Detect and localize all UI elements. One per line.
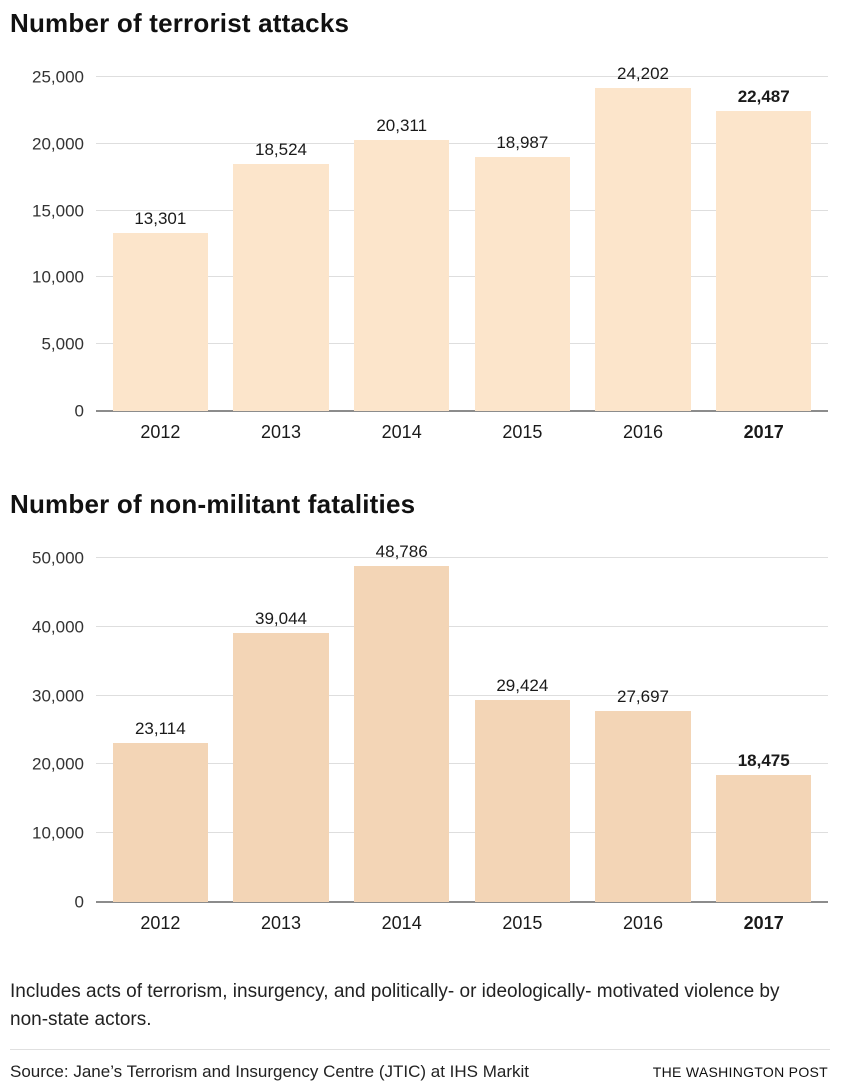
bar xyxy=(233,633,329,902)
plot-area: 0 10,000 20,000 30,000 40,000 50,000 23,114 39,… xyxy=(10,543,830,911)
x-tick-label: 2013 xyxy=(260,913,302,933)
bar-value-label: 29,424 xyxy=(496,675,549,695)
y-tick-label: 5,000 xyxy=(41,334,84,354)
plot-area: 0 5,000 10,000 15,000 20,000 25,000 13,301 18,5… xyxy=(10,65,830,420)
bar xyxy=(233,163,329,411)
source-row: Source: Jane’s Terrorism and Insurgency … xyxy=(10,1049,830,1092)
x-axis-labels: 2012 2013 2014 2015 2016 2017 xyxy=(96,913,828,934)
bar xyxy=(595,87,691,411)
y-tick-label: 25,000 xyxy=(32,67,84,87)
bar-column: 23,114 xyxy=(100,558,221,902)
bar-value-label: 20,311 xyxy=(376,115,428,135)
bar xyxy=(354,139,450,411)
bar-column: 18,475 xyxy=(703,558,824,902)
gridline xyxy=(96,343,828,345)
x-tick-label: 2012 xyxy=(140,913,181,933)
bar-value-label: 27,697 xyxy=(617,687,670,707)
bar xyxy=(474,157,571,411)
bar xyxy=(354,566,450,902)
bar xyxy=(595,711,691,902)
bar-column: 18,524 xyxy=(221,77,342,411)
bar-column: 24,202 xyxy=(583,65,704,411)
x-tick-label: 2017 xyxy=(743,913,784,933)
publisher-credit: THE WASHINGTON POST xyxy=(652,1064,828,1081)
source-label: Source: xyxy=(10,1062,69,1082)
infographic: Number of terrorist attacks 0 5,000 10,000… xyxy=(10,8,830,1092)
bar-value-label: 23,114 xyxy=(134,718,186,738)
y-tick-label: 15,000 xyxy=(32,201,84,221)
bar-value-label: 18,524 xyxy=(255,139,307,159)
gridline xyxy=(96,557,828,558)
bar-column: 29,424 xyxy=(462,558,583,902)
bar xyxy=(112,742,208,902)
x-axis-line xyxy=(96,901,828,903)
source-text: Jane’s Terrorism and Insurgency Centre (… xyxy=(73,1062,530,1082)
bar-value-label: 24,202 xyxy=(617,63,670,83)
bar-value-label: 39,044 xyxy=(255,609,307,629)
x-axis-line xyxy=(96,410,828,412)
bar-column: 20,311 xyxy=(341,77,462,411)
y-tick-label: 20,000 xyxy=(32,754,84,774)
gridline xyxy=(96,625,828,627)
chart-terrorist-attacks: Number of terrorist attacks 0 5,000 10,000… xyxy=(10,8,830,443)
x-tick-label: 2014 xyxy=(381,422,422,442)
bar xyxy=(716,110,812,411)
bar-value-label: 18,475 xyxy=(737,750,790,770)
y-tick-label: 40,000 xyxy=(32,617,84,637)
y-tick-label: 0 xyxy=(74,401,84,421)
x-axis-labels: 2012 2013 2014 2015 2016 2017 xyxy=(96,422,828,443)
bar-column: 48,786 xyxy=(341,543,462,902)
bar xyxy=(716,774,812,902)
x-tick-label: 2016 xyxy=(623,422,664,442)
bar-value-label: 48,786 xyxy=(375,542,428,562)
bar xyxy=(474,699,571,902)
bars-container: 23,114 39,044 48,786 29,424 27,697 18,475 xyxy=(96,543,828,902)
bar xyxy=(112,233,208,411)
bar-value-label: 22,487 xyxy=(737,86,790,106)
bar-column: 27,697 xyxy=(583,558,704,902)
source-line: Source: Jane’s Terrorism and Insurgency … xyxy=(10,1062,529,1082)
footnote: Includes acts of terrorism, insurgency, … xyxy=(10,981,780,1030)
x-tick-label: 2013 xyxy=(260,422,302,442)
bar-column: 13,301 xyxy=(100,77,221,411)
gridline xyxy=(96,694,828,696)
y-tick-label: 0 xyxy=(74,892,84,912)
bar-value-label: 18,987 xyxy=(496,133,549,153)
x-tick-label: 2012 xyxy=(140,422,181,442)
chart-non-militant-fatalities: Number of non-militant fatalities 0 10,00… xyxy=(10,489,830,934)
bar-column: 39,044 xyxy=(221,558,342,902)
y-tick-label: 30,000 xyxy=(32,686,84,706)
y-tick-label: 50,000 xyxy=(32,548,84,568)
x-tick-label: 2015 xyxy=(502,422,543,442)
x-tick-label: 2014 xyxy=(381,913,422,933)
x-tick-label: 2015 xyxy=(502,913,543,933)
chart-footer: Includes acts of terrorism, insurgency, … xyxy=(10,978,830,1092)
gridline xyxy=(96,276,828,278)
bar-value-label: 13,301 xyxy=(134,209,187,229)
gridline xyxy=(96,209,828,211)
chart-title: Number of non-militant fatalities xyxy=(10,489,416,519)
x-tick-label: 2017 xyxy=(743,422,784,442)
chart-title: Number of terrorist attacks xyxy=(10,8,350,38)
y-tick-label: 10,000 xyxy=(32,267,84,287)
bar-column: 18,987 xyxy=(462,77,583,411)
gridline xyxy=(96,76,828,77)
y-tick-label: 20,000 xyxy=(32,134,84,154)
bar-column: 22,487 xyxy=(703,77,824,411)
bars-container: 13,301 18,524 20,311 18,987 24,202 22,487 xyxy=(96,65,828,411)
y-tick-label: 10,000 xyxy=(32,823,84,843)
gridline xyxy=(96,763,828,765)
gridline xyxy=(96,832,828,834)
gridline xyxy=(96,142,828,144)
x-tick-label: 2016 xyxy=(623,913,664,933)
